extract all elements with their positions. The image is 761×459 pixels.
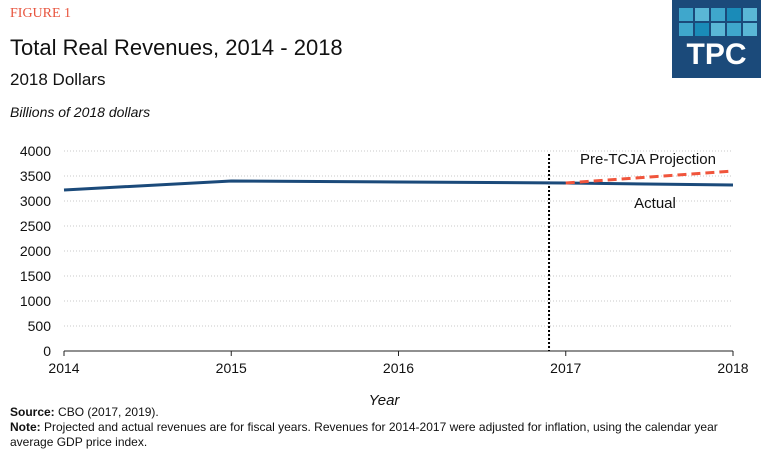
series-label-actual: Actual xyxy=(634,195,676,212)
x-tick-label: 2014 xyxy=(48,360,79,376)
x-tick-label: 2015 xyxy=(216,360,247,376)
logo-square xyxy=(727,23,741,36)
chart-notes: Source: CBO (2017, 2019). Note: Projecte… xyxy=(10,405,750,450)
note-label: Note: xyxy=(10,420,41,434)
figure-label: FIGURE 1 xyxy=(10,6,72,21)
logo-square xyxy=(695,8,709,21)
series-line-projection xyxy=(565,169,734,185)
series-label-projection: Pre-TCJA Projection xyxy=(580,151,716,168)
y-tick-label: 1000 xyxy=(20,293,51,309)
logo-square xyxy=(679,8,693,21)
y-tick-label: 0 xyxy=(43,343,51,359)
y-tick-label: 4000 xyxy=(20,143,51,159)
y-tick-label: 2000 xyxy=(20,243,51,259)
x-tick-label: 2016 xyxy=(383,360,414,376)
logo-square xyxy=(711,8,725,21)
logo-square xyxy=(711,23,725,36)
note-text: Projected and actual revenues are for fi… xyxy=(10,420,718,449)
y-tick-label: 500 xyxy=(28,318,52,334)
chart-subtitle: 2018 Dollars xyxy=(10,70,106,89)
x-axis-label: Year xyxy=(369,392,401,405)
logo-square xyxy=(695,23,709,36)
source-label: Source: xyxy=(10,405,55,419)
logo-square xyxy=(727,8,741,21)
chart-title: Total Real Revenues, 2014 - 2018 xyxy=(10,35,343,60)
logo-square xyxy=(743,23,757,36)
y-tick-label: 1500 xyxy=(20,268,51,284)
x-tick-label: 2017 xyxy=(550,360,581,376)
logo-square xyxy=(679,23,693,36)
logo-text: TPC xyxy=(686,38,747,71)
y-tick-label: 3000 xyxy=(20,193,51,209)
y-tick-label: 3500 xyxy=(20,168,51,184)
y-tick-label: 2500 xyxy=(20,218,51,234)
line-chart: 0 500 1000 1500 2000 2500 3000 3500 4000 2014 2015… xyxy=(20,143,749,405)
unit-label: Billions of 2018 dollars xyxy=(10,104,151,120)
x-tick-label: 2018 xyxy=(717,360,748,376)
series-line-actual xyxy=(63,179,734,192)
logo-square xyxy=(743,8,757,21)
source-text: CBO (2017, 2019). xyxy=(54,405,159,419)
tpc-logo: TPC xyxy=(672,0,761,78)
